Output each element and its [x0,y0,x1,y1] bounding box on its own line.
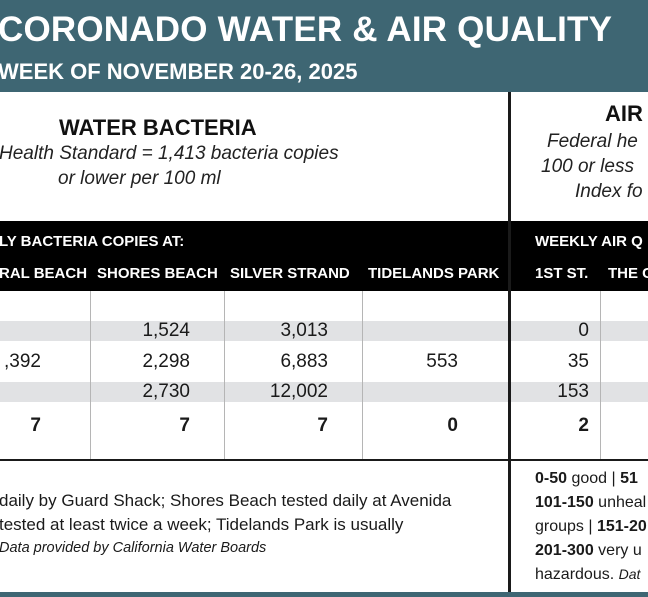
table-cell: 12,002 [269,381,328,402]
section-divider [508,92,511,597]
water-footnote-source: Data provided by California Water Boards [0,540,267,556]
aqi-label: good | [567,470,621,487]
air-row-shade [511,321,648,341]
air-table-header: WEEKLY AIR Q 1ST ST. THE C [511,221,648,291]
water-col-header-1: SHORES BEACH [97,265,218,282]
table-cell: 153 [557,381,589,402]
table-cell: 3,013 [280,320,328,341]
total-cell: 0 [447,415,458,436]
aqi-range-moderate: 51 [620,470,638,487]
page-subtitle: WEEK OF NOVEMBER 20-26, 2025 [0,59,358,84]
air-bar-title: WEEKLY AIR Q [535,233,643,250]
column-separator [600,291,601,459]
aqi-label: groups | [535,518,597,535]
air-section-title: AIR [605,101,643,126]
aqi-label: hazardous. [535,566,619,583]
water-standard-line2: or lower per 100 ml [58,168,221,189]
aqi-range-unhealthy-sensitive: 101-150 [535,494,594,511]
total-cell: 7 [30,415,41,436]
total-cell: 2 [578,415,589,436]
aqi-range-unhealthy: 151-20 [596,518,647,535]
water-row-shade [0,382,508,402]
air-standard-line1: Federal he [547,131,638,152]
total-cell: 7 [179,415,190,436]
water-col-header-2: SILVER STRAND [230,265,350,282]
page-header: CORONADO WATER & AIR QUALITY WEEK OF NOV… [0,0,648,92]
air-row-shade [511,382,648,402]
aqi-label: unheal [593,494,647,511]
table-cell: 2,298 [142,351,190,372]
air-standard-line3: Index fo [575,181,643,202]
air-standard-line2: 100 or less [541,156,634,177]
column-separator [90,291,91,459]
aqi-label: very u [593,542,642,559]
air-legend-line3: groups | 151-20 [535,518,647,536]
water-col-header-0: RAL BEACH [0,265,88,282]
column-separator [224,291,225,459]
bottom-band [0,592,648,597]
air-col-header-1: THE C [608,265,648,282]
water-footnote-line2: tested at least twice a week; Tidelands … [0,515,404,534]
aqi-range-very-unhealthy: 201-300 [535,542,594,559]
air-legend-line2: 101-150 unheal [535,494,646,512]
aqi-range-good: 0-50 [535,470,568,487]
table-bottom-rule [0,459,508,461]
water-table-header: LY BACTERIA COPIES AT: RAL BEACH SHORES … [0,221,508,291]
table-cell: 6,883 [280,351,328,372]
table-bottom-rule [511,459,648,461]
total-cell: 7 [317,415,328,436]
water-col-header-3: TIDELANDS PARK [368,265,500,282]
air-legend-line1: 0-50 good | 51 [535,470,638,488]
air-legend-line5: hazardous. Dat [535,566,640,584]
table-cell: 1,524 [142,320,190,341]
page-title: CORONADO WATER & AIR QUALITY [0,10,613,49]
table-cell: 553 [426,351,458,372]
table-cell: 0 [578,320,589,341]
water-row-shade [0,321,508,341]
water-bar-title: LY BACTERIA COPIES AT: [0,233,185,250]
column-separator [362,291,363,459]
water-standard-line1: Health Standard = 1,413 bacteria copies [0,143,339,164]
water-section-title: WATER BACTERIA [59,115,257,140]
air-legend-line4: 201-300 very u [535,542,642,560]
air-source-note: Dat [618,566,641,582]
table-cell: ,392 [4,351,41,372]
air-col-header-0: 1ST ST. [535,265,589,282]
table-cell: 2,730 [142,381,190,402]
table-cell: 35 [567,351,589,372]
water-footnote-line1: daily by Guard Shack; Shores Beach teste… [0,491,452,510]
